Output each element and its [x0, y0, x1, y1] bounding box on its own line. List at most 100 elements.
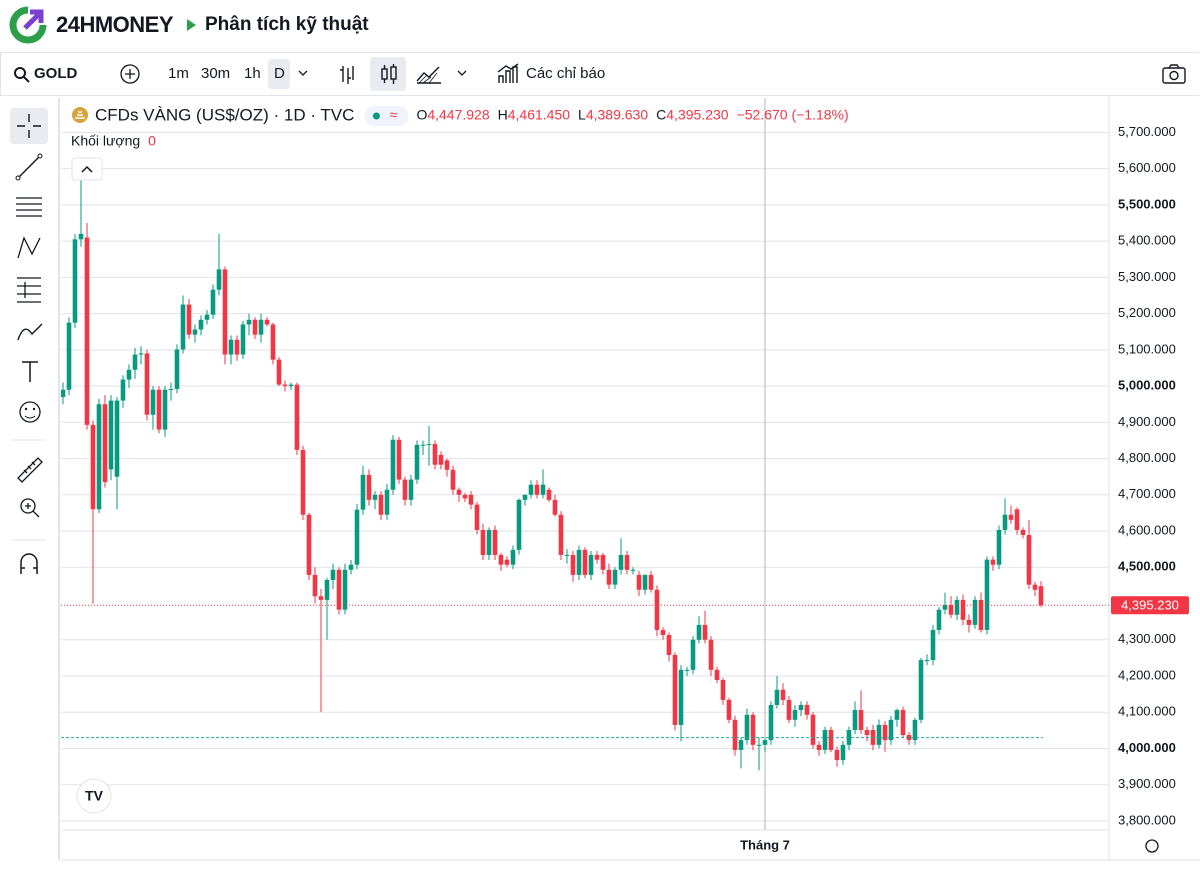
chevron[interactable]: [456, 69, 468, 79]
candle-body: [738, 740, 744, 750]
settings-icon[interactable]: [1145, 839, 1159, 853]
candle-body: [654, 589, 660, 630]
candle-body: [420, 444, 426, 446]
candle-style-active[interactable]: [370, 57, 406, 91]
candle-body: [756, 744, 762, 746]
chart-title: CFDs VÀNG (US$/OZ) · 1D · TVC: [95, 105, 354, 124]
candle-body: [348, 564, 354, 570]
candle-body: [606, 569, 612, 585]
candle-body: [108, 400, 114, 470]
header: 24HMONEY Phân tích kỹ thuật: [0, 0, 1200, 50]
candle-body: [966, 619, 972, 625]
candle-body: [432, 444, 438, 465]
candle-body: [534, 484, 540, 495]
search-icon[interactable]: [13, 66, 31, 84]
candle-body: [936, 609, 942, 630]
candle-body: [774, 689, 780, 705]
candle-body: [1008, 514, 1014, 520]
candle-body: [702, 624, 708, 640]
price-axis-bg: [1111, 96, 1200, 860]
y-tick-label: 4,100.000: [1118, 704, 1176, 719]
y-tick-label: 5,000.000: [1118, 378, 1176, 393]
interval-active-bg: [268, 59, 290, 89]
candle-body: [888, 719, 894, 741]
y-tick-label: 5,500.000: [1118, 196, 1176, 211]
candle-body: [978, 599, 984, 630]
tv-logo[interactable]: [76, 778, 112, 814]
status-dot: [372, 112, 380, 120]
candle-body: [438, 454, 444, 465]
indicators-icon[interactable]: [496, 62, 520, 86]
candle-body: [78, 233, 84, 240]
chevron[interactable]: [297, 69, 309, 79]
interval[interactable]: 1m: [168, 65, 189, 82]
candle-body: [318, 596, 324, 600]
candle-body: [462, 494, 468, 499]
candle-body: [900, 710, 906, 736]
candle-body: [864, 729, 870, 736]
candle-body: [540, 484, 546, 495]
indicators[interactable]: Các chỉ báo: [526, 65, 606, 82]
candle-body: [762, 740, 768, 745]
candle-body: [636, 574, 642, 590]
candle-body: [930, 629, 936, 661]
y-tick-label: 5,400.000: [1118, 233, 1176, 248]
area-style-icon[interactable]: [415, 63, 443, 85]
candle-body: [156, 389, 162, 430]
y-tick-label: 5,100.000: [1118, 341, 1176, 356]
volume-label: Khối lượng: [71, 133, 140, 149]
candle-body: [390, 439, 396, 490]
candle-body: [948, 604, 954, 615]
screenshot-icon[interactable]: [1161, 63, 1187, 85]
candle-body: [768, 704, 774, 741]
candle-body: [396, 439, 402, 480]
candle-body: [240, 324, 246, 355]
brand[interactable]: 24HMONEY: [56, 12, 174, 37]
candle-body: [360, 474, 366, 510]
ohlc-value: 4,389.630: [586, 107, 648, 123]
interval[interactable]: 30m: [201, 65, 231, 82]
candle-body: [828, 729, 834, 750]
ohlc-value: 4,395.230: [666, 107, 728, 123]
candle-body: [486, 529, 492, 555]
candle-body: [996, 529, 1002, 565]
bar-style-icon[interactable]: [337, 63, 359, 85]
interval[interactable]: 1h: [244, 65, 261, 82]
interval[interactable]: D: [274, 65, 285, 82]
last-price-box: [1111, 596, 1189, 615]
y-tick-label: 3,800.000: [1118, 812, 1176, 827]
candle-body: [102, 404, 108, 483]
candle-body: [180, 304, 186, 350]
y-tick-label: 5,600.000: [1118, 160, 1176, 175]
add-symbol[interactable]: [119, 63, 141, 85]
candle-body: [126, 369, 132, 380]
candle-body: [954, 599, 960, 615]
candle-body: [324, 579, 330, 600]
candle-body: [876, 724, 882, 745]
candle-body: [918, 660, 924, 720]
candle-body: [726, 699, 732, 720]
ohlc-prefix: C: [656, 107, 666, 123]
candle-body: [666, 635, 672, 655]
candle-body: [522, 494, 528, 500]
candle-body: [150, 389, 156, 415]
logo[interactable]: [8, 5, 48, 45]
collapse-button[interactable]: [71, 157, 103, 181]
change-label: −52.670 (−1.18%): [737, 107, 849, 123]
candle-body: [990, 559, 996, 565]
tv-logo-text: TV: [85, 788, 104, 804]
symbol[interactable]: GOLD: [34, 65, 78, 82]
candle-body: [1032, 584, 1038, 590]
candle-body: [144, 353, 150, 415]
candle-body: [834, 749, 840, 761]
candle-body: [708, 639, 714, 670]
candle-body: [672, 654, 678, 725]
candle-body: [744, 714, 750, 741]
y-tick-label: 4,300.000: [1118, 631, 1176, 646]
status-wave: ≈: [389, 107, 397, 123]
candle-body: [84, 237, 90, 425]
candle-body: [750, 714, 756, 745]
candle-body: [684, 669, 690, 671]
candle-body: [246, 319, 252, 325]
candle-body: [696, 624, 702, 640]
